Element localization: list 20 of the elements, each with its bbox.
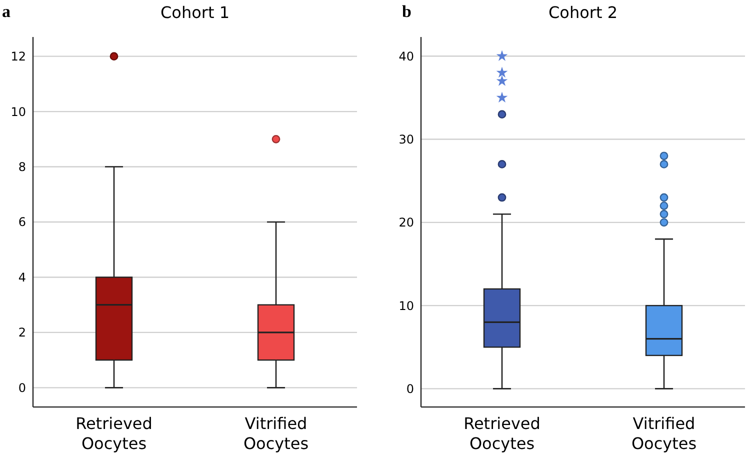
y-tick-label: 2: [18, 326, 26, 340]
y-tick-label: 30: [398, 132, 414, 146]
y-tick-label: 6: [18, 215, 26, 230]
chart-title: Cohort 2: [548, 3, 618, 22]
y-tick-label: 0: [406, 382, 414, 396]
x-tick-label: Retrieved Oocytes: [76, 414, 152, 453]
text: a: [2, 2, 11, 21]
x-tick-label: Vitrified Oocytes: [631, 414, 697, 453]
x-tick-label: Retrieved Oocytes: [464, 414, 540, 453]
y-tick-label: 0: [18, 380, 26, 395]
chart-title: Cohort 1: [160, 3, 230, 22]
text: b: [402, 2, 412, 21]
y-tick-label: 20: [398, 216, 414, 230]
y-tick-label: 4: [18, 270, 26, 284]
y-tick-label: 8: [18, 160, 26, 174]
y-tick-label: 10: [398, 298, 414, 313]
y-tick-label: 40: [398, 49, 414, 64]
y-tick-label: 10: [10, 104, 26, 119]
x-tick-label: Vitrified Oocytes: [243, 414, 309, 453]
y-tick-label: 12: [10, 50, 26, 64]
